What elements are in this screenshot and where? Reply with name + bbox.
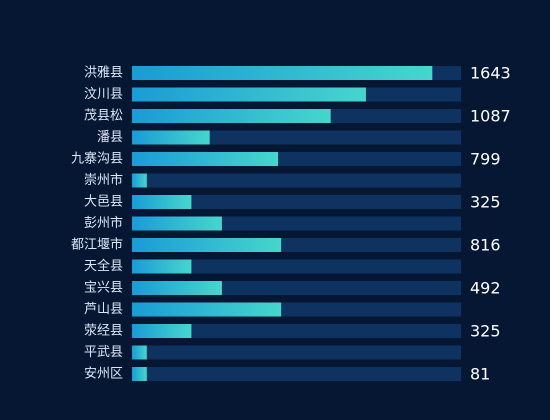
bar <box>132 130 210 145</box>
category-label: 大邑县 <box>84 195 123 210</box>
category-label: 洪雅县 <box>84 66 123 81</box>
data-label: 799 <box>470 150 501 169</box>
bar-track <box>132 367 461 381</box>
bar <box>132 302 282 317</box>
data-label: 325 <box>470 322 501 341</box>
bar <box>132 195 192 209</box>
bar-track <box>132 195 461 209</box>
bar-track <box>132 259 461 274</box>
bar <box>132 345 147 360</box>
bar <box>132 259 192 274</box>
category-label: 九寨沟县 <box>71 151 123 167</box>
bar-track <box>132 130 461 145</box>
category-label: 芦山县 <box>84 302 123 317</box>
category-label: 潘县 <box>97 130 123 145</box>
data-label: 1643 <box>470 64 511 83</box>
category-label: 安州区 <box>84 367 123 382</box>
bar <box>132 367 147 381</box>
bar <box>132 87 366 102</box>
bar <box>132 324 192 338</box>
category-label: 汶川县 <box>84 86 123 102</box>
bar-track <box>132 173 461 188</box>
data-label: 816 <box>470 236 501 255</box>
bar <box>132 173 147 188</box>
data-label: 81 <box>470 365 490 384</box>
category-label: 平武县 <box>84 345 123 360</box>
bar <box>132 281 222 295</box>
category-label: 荥经县 <box>84 324 123 339</box>
category-label: 宝兴县 <box>84 281 123 296</box>
bar <box>132 238 282 252</box>
bar-track <box>132 324 461 338</box>
category-label: 崇州市 <box>84 172 123 188</box>
category-label: 都江堰市 <box>71 237 123 253</box>
bar <box>132 109 331 123</box>
bar <box>132 216 222 231</box>
category-label: 茂县松 <box>84 109 123 124</box>
category-label: 天全县 <box>84 258 123 274</box>
data-label: 325 <box>470 193 501 212</box>
data-label: 1087 <box>470 107 511 126</box>
bar <box>132 66 433 80</box>
category-label: 彭州市 <box>84 215 123 231</box>
bar-track <box>132 345 461 360</box>
bar <box>132 152 279 166</box>
data-label: 492 <box>470 279 501 298</box>
